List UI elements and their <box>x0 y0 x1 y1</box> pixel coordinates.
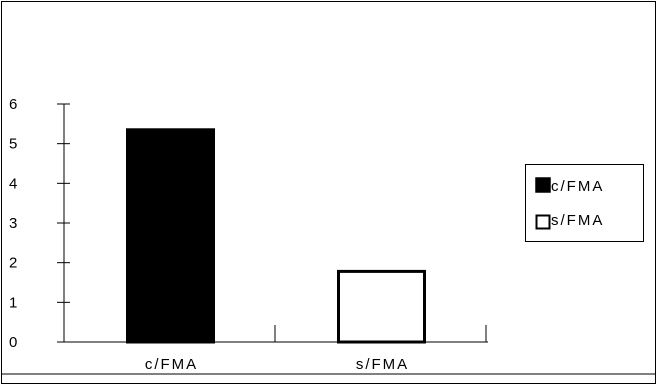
y-tick-label-1: 1 <box>9 294 17 311</box>
legend-box <box>525 164 644 242</box>
x-tick-label-c-fma: c/FMA <box>145 356 198 373</box>
y-tick-label-0: 0 <box>9 334 17 351</box>
y-tick-label-5: 5 <box>9 136 17 153</box>
legend-label-c-fma: c/FMA <box>551 178 604 195</box>
x-ticks <box>63 325 487 342</box>
legend-swatch-s-fma <box>535 214 551 230</box>
x-tick-label-s-fma: s/FMA <box>356 356 409 373</box>
legend-label-s-fma: s/FMA <box>551 212 604 229</box>
y-ticks: 0 1 2 3 4 5 6 <box>9 96 70 351</box>
x-tick-labels: c/FMA s/FMA <box>145 356 409 373</box>
bar-s-fma <box>337 269 426 344</box>
bars <box>126 128 426 344</box>
legend: c/FMA s/FMA <box>525 164 644 242</box>
y-tick-label-2: 2 <box>9 255 17 272</box>
legend-swatch-c-fma <box>535 177 551 193</box>
bar-c-fma <box>126 128 215 344</box>
y-tick-label-3: 3 <box>9 215 17 232</box>
y-tick-label-4: 4 <box>9 175 17 192</box>
y-tick-label-6: 6 <box>9 96 17 113</box>
